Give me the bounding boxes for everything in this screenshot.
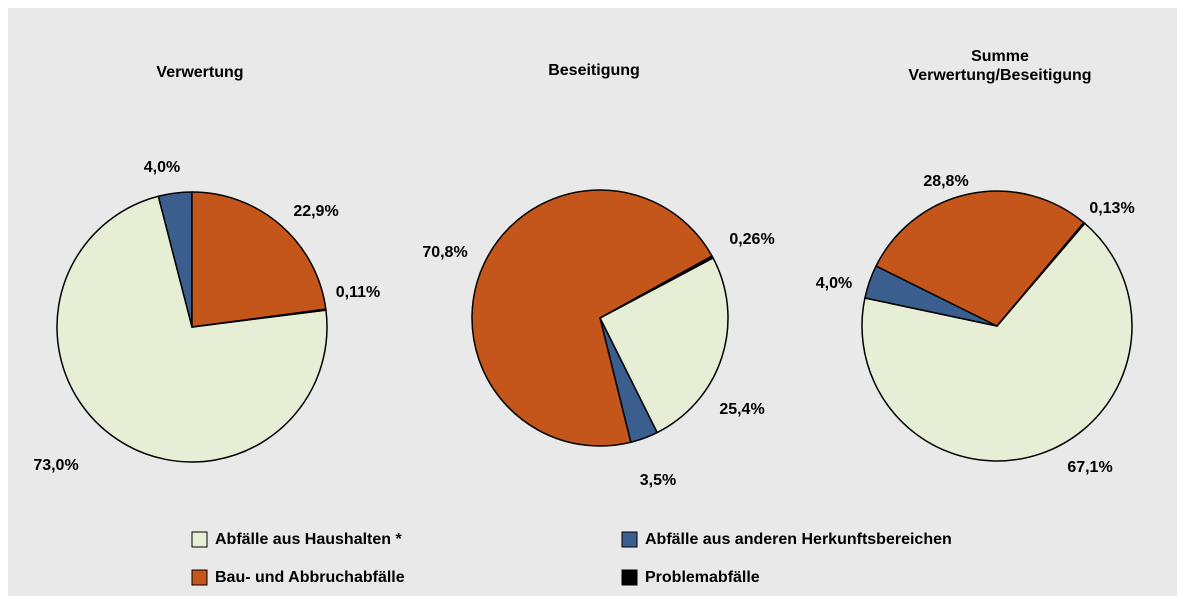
pie-slice	[599, 255, 714, 319]
legend-label: Abfälle aus anderen Herkunftsbereichen	[645, 531, 952, 548]
data-label: 0,11%	[336, 284, 380, 301]
legend-swatch	[191, 569, 208, 586]
pie-slice	[191, 308, 327, 328]
legend-swatch	[621, 569, 638, 586]
data-label: 0,13%	[1089, 200, 1134, 217]
data-label: 4,0%	[816, 275, 852, 292]
data-label: 4,0%	[144, 159, 180, 176]
data-label: 67,1%	[1067, 459, 1112, 476]
chart-title: Verwertung	[156, 64, 244, 81]
pie-slice	[875, 190, 1085, 327]
data-label: 28,8%	[923, 173, 968, 190]
legend-label: Bau- und Abbruchabfälle	[215, 569, 405, 586]
pie-slice	[471, 189, 713, 447]
data-label: 22,9%	[293, 203, 338, 220]
pie-slice	[996, 221, 1086, 327]
data-label: 3,5%	[640, 472, 676, 489]
pie-slice	[191, 191, 327, 328]
legend-swatch	[191, 531, 208, 548]
data-label: 73,0%	[33, 457, 78, 474]
pie-slice	[56, 195, 328, 463]
legend-swatch	[621, 531, 638, 548]
pie-slice	[861, 222, 1133, 462]
chart-title: Summe Verwertung/Beseitigung	[908, 48, 1092, 84]
chart-title: Beseitigung	[548, 62, 640, 79]
data-label: 25,4%	[719, 401, 764, 418]
data-label: 70,8%	[422, 244, 467, 261]
legend-label: Abfälle aus Haushalten *	[215, 531, 402, 548]
legend-label: Problemabfälle	[645, 569, 760, 586]
data-label: 0,26%	[729, 231, 774, 248]
